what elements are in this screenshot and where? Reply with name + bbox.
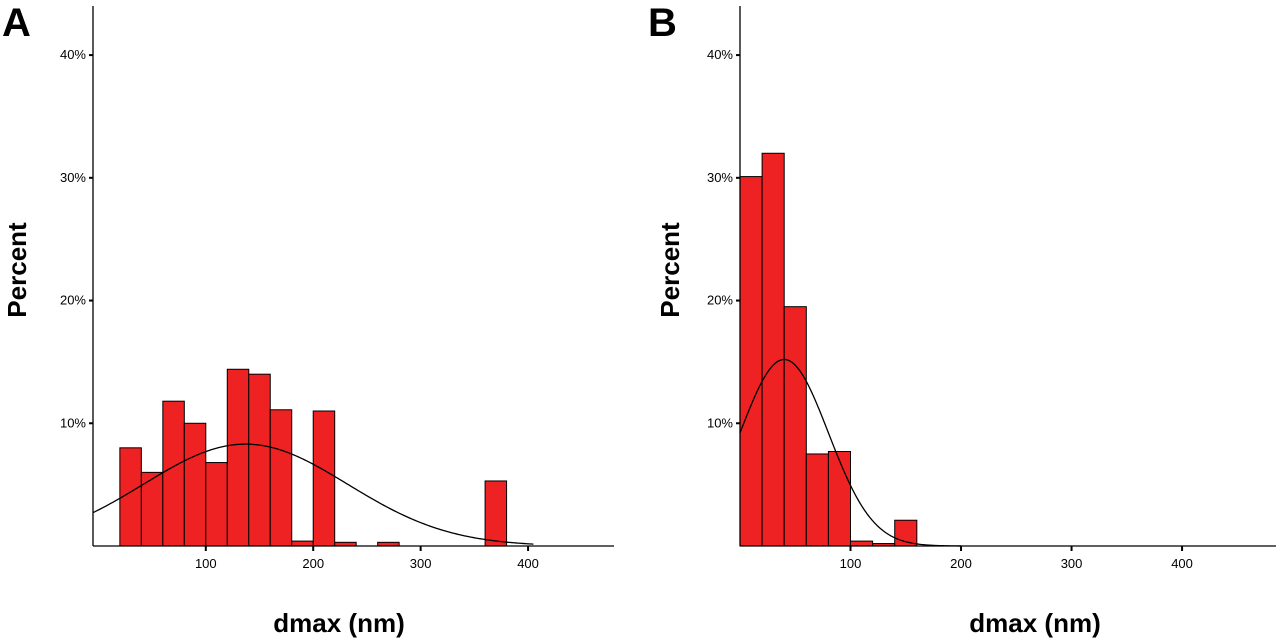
panel-a-normal-curve bbox=[92, 443, 534, 545]
panel-b-bar-0 bbox=[739, 176, 763, 547]
panel-a-bar-2 bbox=[162, 400, 185, 547]
panel-b-x-axis-title: dmax (nm) bbox=[969, 608, 1100, 638]
panel-b-bar-3 bbox=[805, 453, 829, 547]
panel-a-y-tick-label-1: 20% bbox=[60, 293, 86, 308]
panel-a-y-tick-label-0: 10% bbox=[60, 415, 86, 430]
panel-b-y-axis-title: Percent bbox=[655, 222, 685, 318]
panel-b-plot-area: 10% 20% 30% 40% 100 200 300 400 bbox=[707, 6, 1276, 571]
panel-b-letter: B bbox=[648, 1, 677, 45]
panel-a-x-tick-label-2: 300 bbox=[410, 556, 432, 571]
panel-a-chart: A Percent dmax (nm) 10% 20% 30% 40% 100 200 30… bbox=[2, 1, 614, 638]
panel-a-bar-4 bbox=[205, 462, 228, 547]
panel-a-y-axis-title: Percent bbox=[2, 222, 32, 318]
panel-a-bar-6 bbox=[248, 373, 271, 547]
panel-b-bar-5 bbox=[850, 540, 874, 547]
panel-b-y-tick-label-2: 30% bbox=[707, 170, 733, 185]
panel-b-x-tick-label-3: 400 bbox=[1171, 556, 1193, 571]
panel-a-bar-5 bbox=[226, 368, 250, 547]
panel-a-x-tick-label-0: 100 bbox=[195, 556, 217, 571]
panel-b-y-tick-label-1: 20% bbox=[707, 293, 733, 308]
panel-a-bar-9 bbox=[312, 410, 336, 547]
panel-b-bar-4 bbox=[827, 451, 852, 547]
panel-b-x-tick-label-2: 300 bbox=[1061, 556, 1083, 571]
panel-a-x-tick-label-1: 200 bbox=[302, 556, 324, 571]
panel-a-bar-8 bbox=[291, 540, 314, 547]
panel-b-y-tick-label-0: 10% bbox=[707, 415, 733, 430]
panel-a-bar-3 bbox=[183, 422, 207, 547]
panel-b-bar-1 bbox=[761, 152, 785, 547]
panel-a-bar-7 bbox=[269, 409, 293, 547]
panel-b-x-tick-label-0: 100 bbox=[840, 556, 862, 571]
panel-a-bar-12 bbox=[484, 480, 508, 547]
panel-a-y-tick-label-3: 40% bbox=[60, 47, 86, 62]
panel-a-plot-area: 10% 20% 30% 40% 100 200 300 400 bbox=[60, 6, 614, 571]
panel-a-x-axis-title: dmax (nm) bbox=[273, 608, 404, 638]
panel-b-x-tick-label-1: 200 bbox=[950, 556, 972, 571]
panel-a-x-tick-label-3: 400 bbox=[517, 556, 539, 571]
panel-b-y-tick-label-3: 40% bbox=[707, 47, 733, 62]
panel-b-bar-2 bbox=[783, 306, 807, 547]
panel-a-letter: A bbox=[2, 1, 31, 45]
panel-a-y-tick-label-2: 30% bbox=[60, 170, 86, 185]
panel-b-chart: B Percent dmax (nm) 10% 20% 30% 40% 100 200 30… bbox=[648, 1, 1276, 638]
panel-b-normal-curve bbox=[739, 358, 962, 547]
